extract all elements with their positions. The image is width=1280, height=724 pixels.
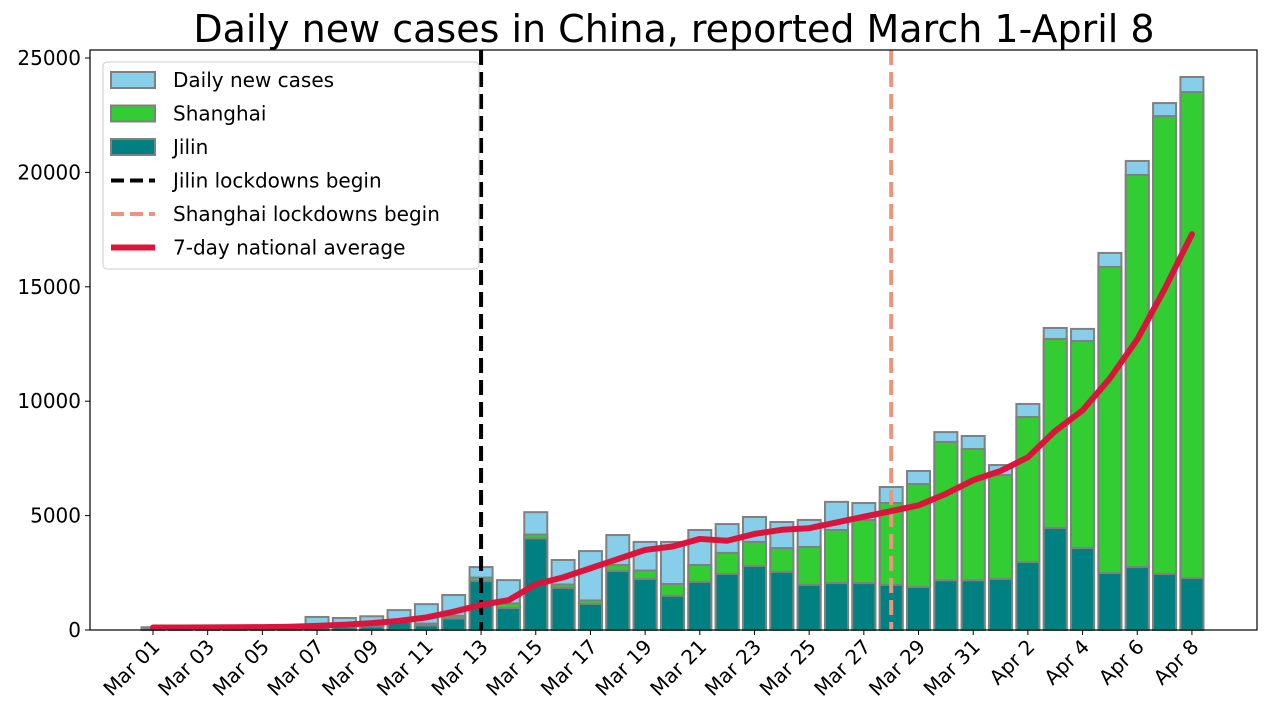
bar-jilin-Apr-6 <box>1126 567 1149 630</box>
y-axis: 0 5000 10000 15000 20000 25000 <box>17 46 90 642</box>
x-tick-label: Mar 23 <box>700 635 766 701</box>
x-tick-label: Mar 13 <box>426 635 492 701</box>
bar-shanghai-Apr-8 <box>1180 92 1203 578</box>
bar-shanghai-Apr-6 <box>1126 175 1149 567</box>
bar-jilin-Apr-3 <box>1044 528 1067 630</box>
bar-shanghai-Apr-1 <box>989 475 1012 579</box>
bar-shanghai-Apr-2 <box>1016 417 1039 562</box>
bar-jilin-Mar-31 <box>962 580 985 630</box>
y-tick-label: 10000 <box>17 389 81 413</box>
bar-jilin-Mar-19 <box>634 579 657 630</box>
bar-jilin-Apr-8 <box>1180 578 1203 630</box>
x-tick-label: Mar 15 <box>481 635 547 701</box>
x-tick-label: Mar 07 <box>262 635 328 701</box>
x-tick-label: Mar 17 <box>536 635 602 701</box>
x-tick-label: Mar 25 <box>755 635 821 701</box>
x-tick-label: Apr 6 <box>1094 635 1149 690</box>
x-tick-label: Mar 29 <box>864 635 930 701</box>
chart-title: Daily new cases in China, reported March… <box>193 7 1154 51</box>
bar-jilin-Apr-2 <box>1016 562 1039 630</box>
bar-jilin-Mar-16 <box>552 588 575 630</box>
bar-jilin-Mar-26 <box>825 583 848 630</box>
bar-shanghai-Mar-31 <box>962 449 985 580</box>
x-tick-label: Mar 05 <box>208 635 274 701</box>
bar-jilin-Apr-5 <box>1098 573 1121 630</box>
x-tick-label: Apr 2 <box>984 635 1039 690</box>
bar-shanghai-Mar-22 <box>716 553 739 574</box>
legend-swatch <box>111 106 155 122</box>
x-tick-label: Mar 01 <box>98 635 164 701</box>
legend-label: Shanghai lockdowns begin <box>173 202 440 226</box>
bar-shanghai-Mar-26 <box>825 530 848 583</box>
bar-jilin-Apr-7 <box>1153 574 1176 630</box>
y-tick-label: 25000 <box>17 46 81 70</box>
bar-jilin-Mar-12 <box>442 619 465 630</box>
bar-shanghai-Mar-27 <box>852 520 875 583</box>
legend-label: Daily new cases <box>173 68 334 92</box>
x-tick-label: Mar 31 <box>919 635 985 701</box>
bar-shanghai-Mar-19 <box>634 571 657 579</box>
bar-shanghai-Mar-25 <box>798 547 821 585</box>
x-tick-label: Mar 27 <box>809 635 875 701</box>
x-tick-label: Mar 21 <box>645 635 711 701</box>
x-tick-label: Mar 09 <box>317 635 383 701</box>
bar-jilin-Apr-1 <box>989 579 1012 630</box>
bar-jilin-Mar-29 <box>907 587 930 630</box>
bar-shanghai-Apr-5 <box>1098 267 1121 573</box>
bar-jilin-Mar-14 <box>497 608 520 630</box>
x-tick-label: Apr 8 <box>1149 635 1204 690</box>
bar-jilin-Mar-22 <box>716 574 739 630</box>
legend-label: Shanghai <box>173 102 267 126</box>
y-tick-label: 15000 <box>17 275 81 299</box>
bar-shanghai-Apr-4 <box>1071 341 1094 548</box>
bar-shanghai-Mar-23 <box>743 542 766 566</box>
legend-swatch <box>111 139 155 155</box>
bar-shanghai-Mar-20 <box>661 584 684 596</box>
bar-jilin-Mar-30 <box>934 580 957 630</box>
y-tick-label: 20000 <box>17 160 81 184</box>
bar-shanghai-Mar-30 <box>934 442 957 580</box>
bar-jilin-Mar-24 <box>770 572 793 630</box>
bar-shanghai-Apr-7 <box>1153 116 1176 574</box>
bar-jilin-Mar-20 <box>661 596 684 630</box>
bar-jilin-Mar-27 <box>852 583 875 630</box>
y-tick-label: 0 <box>68 618 81 642</box>
bar-jilin-Mar-18 <box>606 571 629 630</box>
bar-jilin-Apr-4 <box>1071 548 1094 630</box>
bar-jilin-Mar-25 <box>798 585 821 630</box>
legend-label: Jilin <box>171 135 208 159</box>
legend-swatch <box>111 72 155 88</box>
bar-shanghai-Mar-24 <box>770 548 793 572</box>
legend: Daily new cases Shanghai Jilin Jilin lockdo… <box>103 62 479 269</box>
x-tick-label: Mar 11 <box>372 635 438 701</box>
legend-label: 7-day national average <box>173 236 405 260</box>
bar-jilin-Mar-21 <box>688 582 711 630</box>
bar-shanghai-Mar-21 <box>688 565 711 582</box>
legend-label: Jilin lockdowns begin <box>171 169 382 193</box>
bar-jilin-Mar-23 <box>743 566 766 630</box>
y-tick-label: 5000 <box>30 504 81 528</box>
x-tick-label: Apr 4 <box>1039 635 1094 690</box>
bar-jilin-Mar-11 <box>415 625 438 630</box>
x-tick-label: Mar 19 <box>591 635 657 701</box>
x-tick-label: Mar 03 <box>153 635 219 701</box>
bar-jilin-Mar-17 <box>579 604 602 630</box>
